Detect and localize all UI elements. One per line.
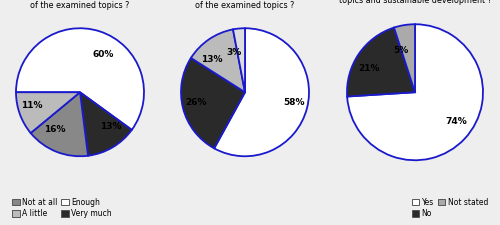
Text: 26%: 26% [185, 98, 206, 107]
Legend: Yes, No, Not stated: Yes, No, Not stated [409, 195, 491, 221]
Wedge shape [16, 92, 80, 133]
Wedge shape [214, 28, 309, 156]
Wedge shape [233, 28, 245, 92]
Text: 13%: 13% [100, 122, 122, 131]
Text: 74%: 74% [446, 117, 468, 126]
Wedge shape [191, 29, 245, 92]
Title: Would you like a new course to be
introduced to the curriculum that will help
to: Would you like a new course to be introd… [330, 0, 500, 5]
Text: 5%: 5% [393, 46, 408, 55]
Wedge shape [16, 28, 144, 130]
Text: 16%: 16% [44, 125, 66, 134]
Wedge shape [394, 24, 415, 92]
Wedge shape [347, 28, 415, 97]
Wedge shape [181, 58, 245, 148]
Wedge shape [347, 24, 483, 160]
Text: 58%: 58% [284, 98, 305, 107]
Text: 11%: 11% [21, 101, 42, 110]
Text: 3%: 3% [226, 48, 242, 57]
Wedge shape [80, 92, 132, 156]
Text: 21%: 21% [358, 64, 380, 73]
Wedge shape [30, 92, 88, 156]
Legend: Not at all, A little, Enough, Very much: Not at all, A little, Enough, Very much [9, 195, 115, 221]
Text: 60%: 60% [92, 50, 114, 59]
Title: How much did the course
"Environmental Technology"
contributed to the sensitisat: How much did the course "Environmental T… [17, 0, 143, 10]
Text: 13%: 13% [201, 55, 222, 64]
Title: How much did the course
"Environmental Technology"
contributed to the apprehensi: How much did the course "Environmental T… [180, 0, 310, 10]
